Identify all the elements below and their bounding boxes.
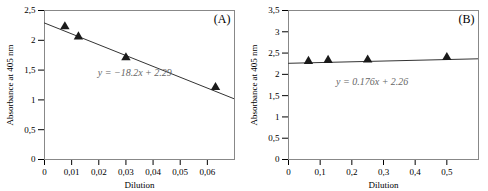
svg-text:0: 0 bbox=[286, 167, 291, 177]
svg-text:Dilution: Dilution bbox=[368, 180, 399, 190]
svg-text:0,2: 0,2 bbox=[346, 167, 357, 177]
svg-text:0: 0 bbox=[275, 154, 280, 164]
svg-text:Dilution: Dilution bbox=[124, 180, 155, 190]
svg-text:(B): (B) bbox=[459, 12, 475, 26]
svg-text:1: 1 bbox=[275, 112, 280, 122]
svg-text:1,5: 1,5 bbox=[268, 91, 280, 101]
svg-text:0,06: 0,06 bbox=[199, 167, 215, 177]
svg-text:0,5: 0,5 bbox=[441, 167, 453, 177]
svg-text:1,5: 1,5 bbox=[24, 65, 36, 75]
svg-text:2: 2 bbox=[275, 69, 280, 79]
svg-text:0: 0 bbox=[42, 167, 47, 177]
svg-text:Absorbance at 405 nm: Absorbance at 405 nm bbox=[249, 44, 259, 125]
svg-text:0,02: 0,02 bbox=[91, 167, 107, 177]
svg-text:2,5: 2,5 bbox=[268, 48, 280, 58]
svg-text:0,01: 0,01 bbox=[64, 167, 80, 177]
svg-text:2: 2 bbox=[31, 35, 36, 45]
svg-text:1: 1 bbox=[31, 95, 36, 105]
svg-text:0,05: 0,05 bbox=[172, 167, 188, 177]
svg-text:0,4: 0,4 bbox=[410, 167, 422, 177]
svg-text:0: 0 bbox=[31, 154, 36, 164]
svg-text:2,5: 2,5 bbox=[24, 5, 36, 15]
svg-text:3: 3 bbox=[275, 27, 280, 37]
svg-text:(A): (A) bbox=[214, 12, 231, 26]
svg-text:0,5: 0,5 bbox=[268, 133, 280, 143]
svg-text:0,1: 0,1 bbox=[315, 167, 326, 177]
svg-text:y = −18.2x + 2.29: y = −18.2x + 2.29 bbox=[97, 67, 172, 78]
svg-text:0,5: 0,5 bbox=[24, 125, 36, 135]
svg-text:0,3: 0,3 bbox=[378, 167, 390, 177]
svg-text:3,5: 3,5 bbox=[268, 5, 280, 15]
svg-text:0,03: 0,03 bbox=[118, 167, 134, 177]
svg-text:0,04: 0,04 bbox=[145, 167, 161, 177]
svg-text:Absorbance at 405 nm: Absorbance at 405 nm bbox=[5, 44, 15, 125]
svg-text:y = 0.176x + 2.26: y = 0.176x + 2.26 bbox=[335, 76, 408, 87]
